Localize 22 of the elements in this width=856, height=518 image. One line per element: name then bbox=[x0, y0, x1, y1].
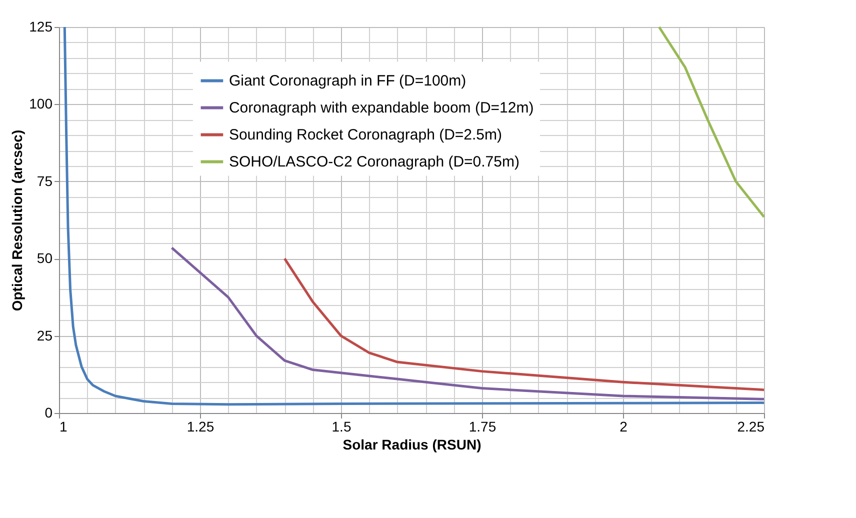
x-tick-label: 2.25 bbox=[737, 418, 765, 434]
x-tick-label: 1.5 bbox=[332, 418, 352, 434]
line-series bbox=[658, 26, 766, 218]
y-tick-label: 125 bbox=[29, 18, 53, 34]
x-tick-label: 1 bbox=[60, 418, 68, 434]
line-series bbox=[63, 26, 766, 406]
line-series bbox=[283, 257, 766, 392]
legend-label: Sounding Rocket Coronagraph (D=2.5m) bbox=[228, 126, 502, 144]
y-tick-label: 100 bbox=[29, 96, 53, 112]
x-tick-label: 1.75 bbox=[468, 418, 496, 434]
y-axis-title: Optical Resolution (arcsec) bbox=[9, 130, 26, 312]
line-series bbox=[170, 246, 766, 400]
legend-label: Giant Coronagraph in FF (D=100m) bbox=[228, 72, 466, 90]
x-axis-title: Solar Radius (RSUN) bbox=[342, 436, 482, 452]
x-tick-label: 1.25 bbox=[186, 418, 214, 434]
x-tick-label: 2 bbox=[620, 418, 628, 434]
y-tick-label: 0 bbox=[44, 404, 53, 420]
y-tick-label: 75 bbox=[36, 172, 53, 189]
y-tick-label: 25 bbox=[36, 327, 53, 344]
legend-label: SOHO/LASCO-C2 Coronagraph (D=0.75m) bbox=[228, 154, 520, 171]
y-tick-label: 50 bbox=[36, 250, 53, 266]
legend-label: Coronagraph with expandable boom (D=12m) bbox=[228, 100, 534, 117]
